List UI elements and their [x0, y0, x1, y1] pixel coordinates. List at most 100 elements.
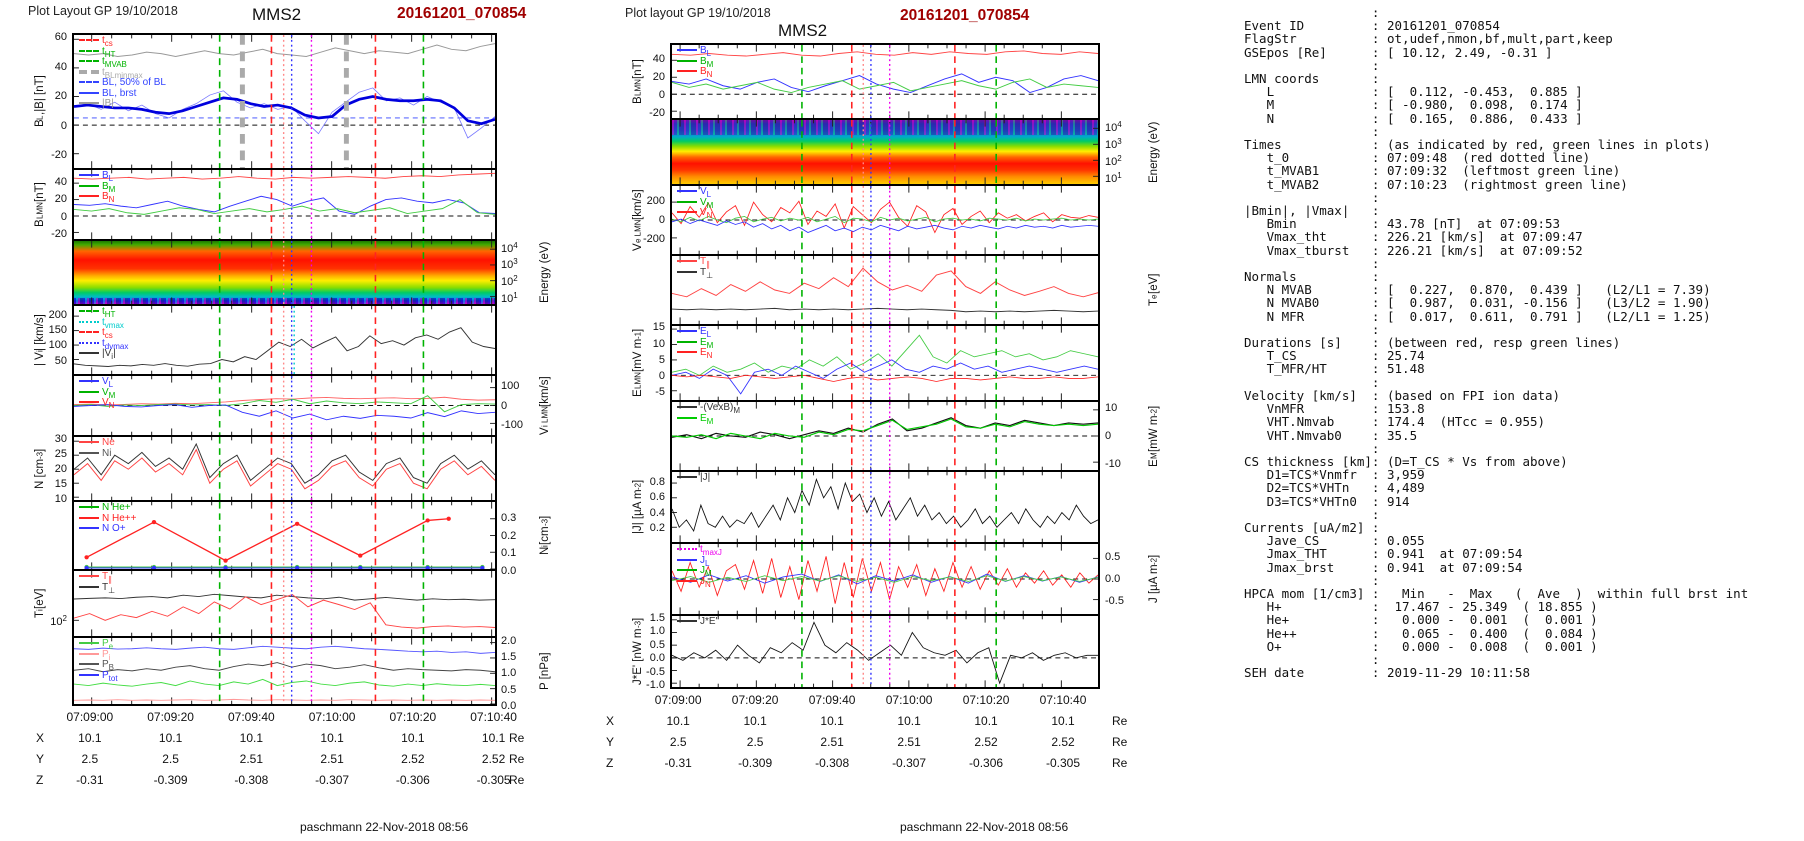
- y-tick-label: 102: [50, 614, 67, 629]
- info-line: T_CS : 25.74: [1244, 348, 1425, 364]
- legend-label: -(VexB)M: [700, 402, 741, 415]
- legend-item: tcs: [79, 327, 128, 340]
- legend-swatch: [79, 451, 99, 454]
- panel-bl-b: B L ,|B| [nT] 60 40 20 0 -20 tcs tHT tMVAB tBLminma…: [0, 31, 570, 170]
- info-line: Normals :: [1244, 269, 1380, 285]
- right-tick-label: 102: [1105, 153, 1122, 168]
- position-row-label: Y: [606, 735, 615, 749]
- legend-label: T∥: [700, 256, 711, 269]
- info-line: FlagStr : ot,udef,nmon,bf,mult,part,keep: [1244, 31, 1613, 47]
- legend-item: T⊥: [677, 267, 713, 280]
- legend-swatch: [79, 390, 99, 393]
- plot-canvas: [84, 502, 495, 569]
- plot-area-j-lmn: tmaxJ JL JM JN: [670, 542, 1100, 616]
- position-value: 2.5: [81, 752, 99, 766]
- info-line: Times : (as indicated by red, green line…: [1244, 137, 1711, 153]
- legend-swatch: [79, 585, 99, 588]
- time-tick-label: 07:09:20: [731, 693, 779, 707]
- y-tick-label: 150: [48, 324, 67, 337]
- info-line: VHT.Nmvab0 : 35.5: [1244, 427, 1418, 443]
- right-tick-label: 103: [1105, 136, 1122, 151]
- legend-swatch: [79, 380, 99, 383]
- position-value: 10.1: [743, 714, 767, 728]
- legend-swatch: [677, 260, 697, 263]
- legend-swatch: [677, 579, 697, 582]
- right-tick-label: 2.0: [501, 634, 517, 647]
- position-row-label: Z: [606, 756, 614, 770]
- legend-label: VN: [700, 207, 713, 220]
- left-plot-column: Plot Layout GP 19/10/2018 MMS2 20161201_…: [0, 0, 570, 841]
- panel-n-density: N [cm -3] 30 25 20 15 10 Ne Ni: [0, 433, 570, 505]
- y-tick-label: -200: [642, 232, 665, 245]
- legend-swatch: [79, 516, 99, 519]
- legend-swatch: [677, 406, 697, 409]
- legend: VL VM VN: [79, 376, 116, 410]
- legend-label: VM: [102, 386, 116, 400]
- y-axis-area: B L ,|B| [nT] 60 40 20 0 -20: [0, 31, 72, 170]
- right-axis-area: 10 0 -10 E M [mW m -2]: [1100, 400, 1230, 472]
- y-tick-label: 200: [646, 195, 665, 208]
- legend: EL EM EN: [677, 326, 713, 360]
- spectrogram-speckle: [672, 120, 1098, 136]
- legend-label: Ne: [102, 437, 115, 448]
- right-axis-area: 2.0 1.5 1.0 0.5 0.0 P [nPa]: [497, 634, 570, 712]
- y-tick-label: 5: [658, 353, 665, 366]
- position-value: 10.1: [158, 731, 183, 745]
- info-line: |Bmin|, |Vmax| :: [1244, 203, 1380, 219]
- position-value: -0.308: [234, 773, 269, 787]
- y-axis-area: [570, 254, 670, 326]
- right-axis-label: P [nPa]: [539, 652, 551, 690]
- right-tick-label: -10: [1105, 457, 1121, 470]
- info-line: :: [1244, 321, 1380, 337]
- y-tick-label: 0: [60, 119, 67, 132]
- plot-canvas: [672, 616, 1098, 687]
- y-tick-label: 20: [652, 71, 665, 84]
- legend-item: Ptot: [79, 670, 118, 683]
- legend-swatch: [79, 91, 99, 94]
- legend-swatch: [677, 558, 697, 561]
- legend-item: T∥: [677, 256, 713, 269]
- legend-item: Ni: [79, 448, 115, 460]
- position-value: 2.5: [162, 752, 179, 766]
- legend-swatch: [677, 569, 697, 572]
- info-line: :: [1244, 572, 1380, 588]
- y-axis-label: B L ,|B| [nT]: [34, 75, 46, 128]
- y-axis-area: [0, 239, 72, 306]
- plot-canvas: [672, 326, 1098, 400]
- plot-canvas: [74, 571, 495, 636]
- y-tick-label: 200: [48, 308, 67, 321]
- legend-item: Pe: [79, 638, 118, 651]
- info-line: :: [1244, 5, 1380, 20]
- panel-b-lmn-m: B LMN [nT] 40 20 0 -20 BL BM BN: [570, 43, 1230, 120]
- legend-swatch: [677, 49, 697, 52]
- panel-b-lmn: B LMN [nT] 40 20 0 -20 BL BM BN: [0, 168, 570, 241]
- y-tick-label: 30: [54, 433, 67, 446]
- legend-swatch: [677, 548, 697, 551]
- right-axis-area: [497, 569, 570, 638]
- info-line: Currents [uA/m2] :: [1244, 519, 1380, 535]
- position-value: 2.52: [401, 752, 425, 766]
- legend-swatch: [677, 190, 697, 193]
- info-line: He++ : 0.065 - 0.400 ( 0.084 ): [1244, 625, 1598, 641]
- right-tick-label: 0.5: [501, 683, 517, 696]
- time-tick-label: 07:10:20: [962, 693, 1010, 707]
- legend-swatch: [677, 200, 697, 203]
- right-tick-label: 104: [1105, 119, 1122, 134]
- time-tick-label: 07:09:40: [808, 693, 856, 707]
- info-line: VnMFR : 153.8: [1244, 401, 1425, 417]
- plot-canvas: [74, 376, 495, 435]
- right-axis-area: [497, 168, 570, 241]
- info-line: Jmax_THT : 0.941 at 07:09:54: [1244, 546, 1523, 562]
- legend-label: VL: [102, 376, 114, 389]
- plot-canvas: [672, 45, 1098, 118]
- position-value: 10.1: [481, 731, 506, 745]
- info-line: Jmax_brst : 0.941 at 07:09:54: [1244, 559, 1523, 575]
- legend-swatch: [79, 81, 99, 84]
- y-tick-label: -20: [649, 106, 665, 119]
- info-line: Bmin : 43.78 [nT] at 07:09:53: [1244, 216, 1561, 232]
- plot-title: MMS2: [778, 21, 828, 40]
